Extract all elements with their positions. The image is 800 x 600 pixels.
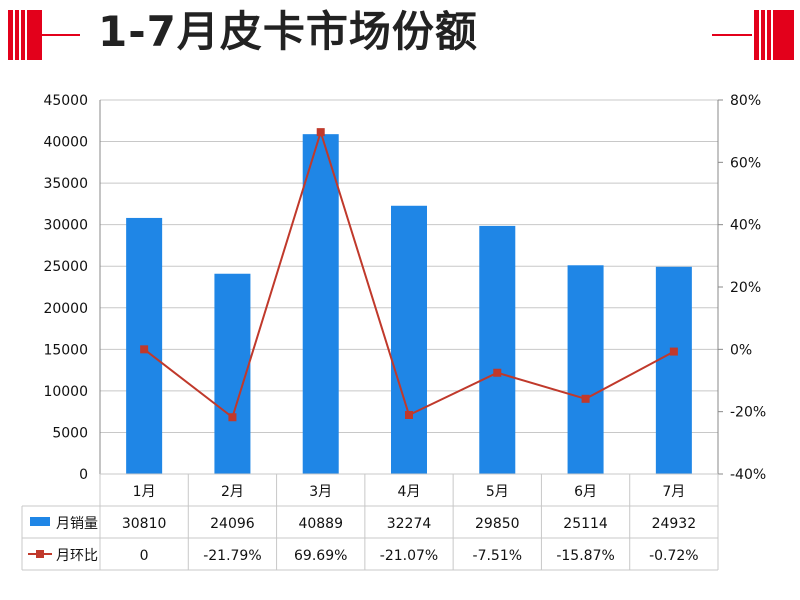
y-right-tick-label: 0%	[730, 342, 752, 358]
table-value-bar: 30810	[122, 516, 167, 532]
y-left-tick-label: 0	[79, 467, 88, 483]
y-right-tick-label: 40%	[730, 218, 761, 234]
table-value-line: 69.69%	[294, 548, 347, 564]
bar	[391, 205, 427, 474]
table-value-line: -0.72%	[649, 548, 699, 564]
legend-label-line: 月环比	[56, 548, 98, 564]
y-right-tick-label: 60%	[730, 155, 761, 171]
line-point	[140, 345, 149, 354]
table-value-line: -21.79%	[203, 548, 261, 564]
y-right-tick-label: -20%	[730, 405, 766, 421]
y-left-tick-label: 25000	[43, 259, 88, 275]
line-point	[581, 394, 590, 403]
line-point	[669, 347, 678, 356]
y-left-tick-label: 45000	[43, 93, 88, 109]
bar	[302, 134, 339, 474]
category-label: 2月	[221, 484, 244, 500]
y-right-tick-label: 20%	[730, 280, 761, 296]
y-left-tick-label: 20000	[43, 301, 88, 317]
legend-label-bar: 月销量	[56, 516, 98, 532]
table-value-bar: 40889	[298, 516, 343, 532]
y-left-tick-label: 5000	[52, 425, 88, 441]
legend-key-marker	[36, 550, 44, 558]
y-right-tick-label: 80%	[730, 93, 761, 109]
header-decoration-right	[712, 10, 794, 60]
page-title: 1-7月皮卡市场份额	[98, 7, 478, 56]
table-value-bar: 25114	[563, 516, 608, 532]
y-right-tick-label: -40%	[730, 467, 766, 483]
header-decoration-left	[8, 10, 80, 60]
category-label: 6月	[574, 484, 597, 500]
table-value-bar: 32274	[387, 516, 432, 532]
line-point	[405, 411, 413, 420]
y-left-tick-label: 15000	[43, 342, 88, 358]
line-point	[493, 368, 502, 377]
bar	[214, 273, 251, 474]
category-label: 4月	[398, 484, 421, 500]
table-value-bar: 24932	[652, 516, 697, 532]
table-value-line: -15.87%	[556, 548, 614, 564]
category-label: 5月	[486, 484, 509, 500]
table-value-bar: 24096	[210, 516, 255, 532]
category-label: 3月	[309, 484, 332, 500]
y-left-tick-label: 30000	[43, 218, 88, 234]
category-label: 1月	[133, 484, 156, 500]
bar	[479, 225, 516, 474]
bar	[655, 266, 692, 474]
table-value-line: 0	[140, 548, 149, 564]
line-point	[228, 413, 237, 422]
y-left-tick-label: 35000	[43, 176, 88, 192]
y-left-tick-label: 40000	[43, 135, 88, 151]
y-left-tick-label: 10000	[43, 384, 88, 400]
table-value-line: -21.07%	[380, 548, 438, 564]
legend-key-bar	[30, 517, 50, 526]
table-value-line: -7.51%	[473, 548, 523, 564]
line-point	[316, 128, 325, 137]
table-value-bar: 29850	[475, 516, 520, 532]
category-label: 7月	[662, 484, 685, 500]
bar	[567, 265, 604, 474]
